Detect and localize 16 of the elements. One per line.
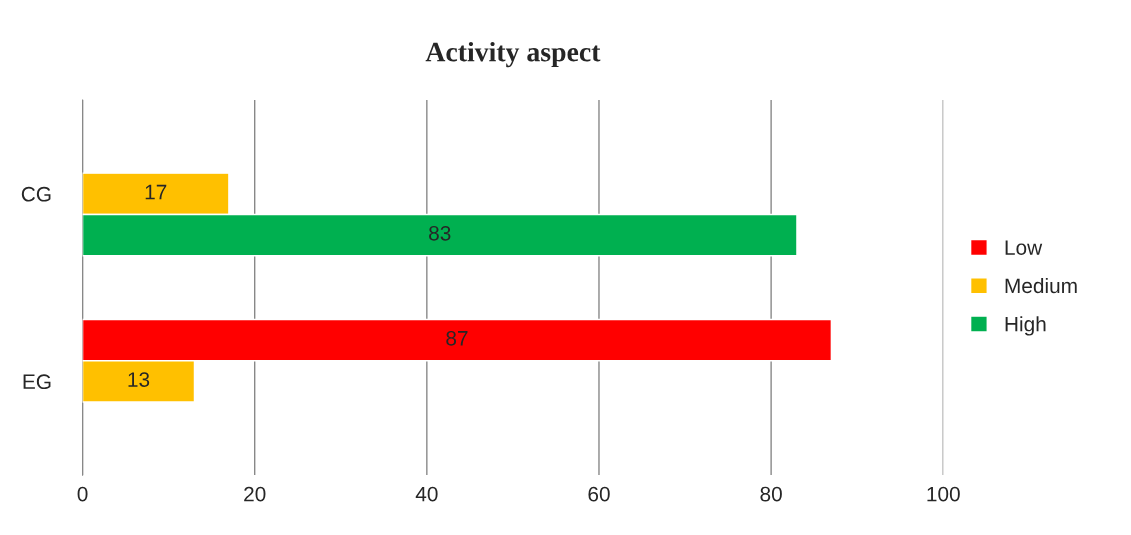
y-tick-label: EG (23, 374, 51, 390)
data-label: 87 (446, 330, 468, 346)
data-label: 17 (145, 184, 167, 200)
x-tick-label: 40 (415, 486, 438, 502)
x-tick-label: 60 (588, 486, 610, 502)
legend-label: Medium (1005, 277, 1077, 294)
data-label: 83 (429, 225, 451, 241)
chart-title: Activity aspect (425, 41, 601, 68)
legend-label: Low (1005, 240, 1043, 255)
data-label: 13 (128, 372, 150, 387)
y-tick-label: CG (21, 186, 51, 202)
legend-label: High (1005, 316, 1046, 336)
x-tick-label: 80 (760, 486, 782, 502)
x-tick-label: 0 (77, 486, 88, 502)
x-tick-label: 20 (244, 486, 266, 502)
x-tick-label: 100 (927, 486, 960, 502)
